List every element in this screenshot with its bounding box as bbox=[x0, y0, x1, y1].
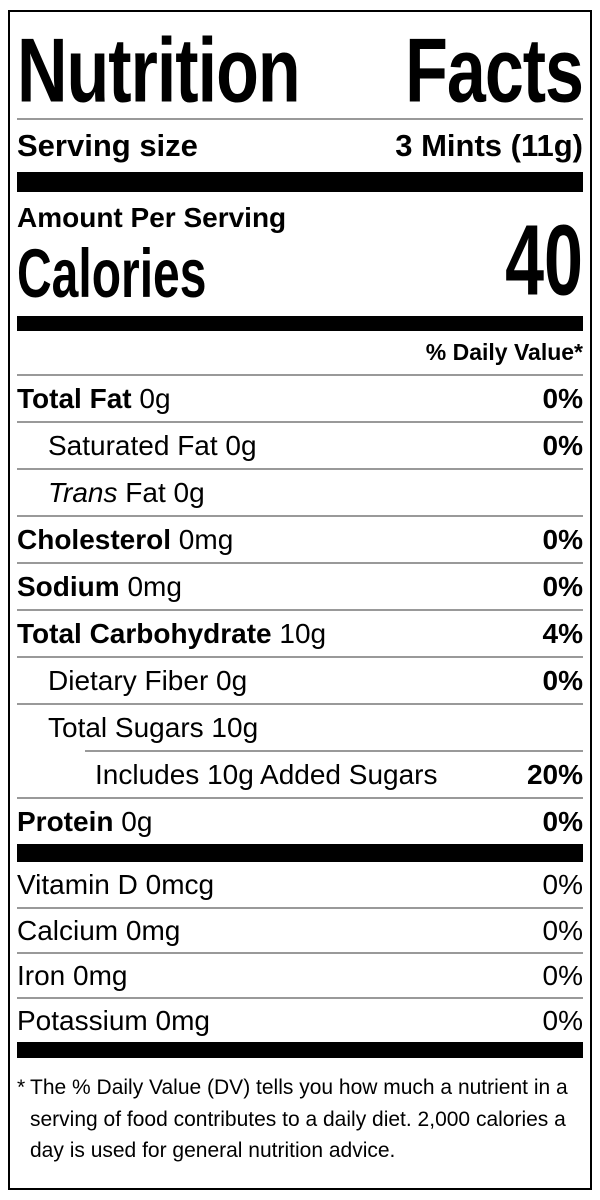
serving-size-value: 3 Mints (11g) bbox=[395, 128, 583, 163]
title-word-facts: Facts bbox=[405, 19, 584, 122]
nutrient-name: Dietary Fiber 0g bbox=[48, 664, 248, 696]
daily-value-header: % Daily Value* bbox=[425, 339, 583, 365]
vitamin-row-calcium: Calcium 0mg 0% bbox=[17, 907, 583, 952]
footnote-line: day is used for general nutrition advice… bbox=[30, 1139, 396, 1162]
vitamin-dv: 0% bbox=[542, 1004, 583, 1036]
thick-bar-footnote-top bbox=[17, 1042, 583, 1058]
nutrient-name: Protein 0g bbox=[17, 805, 153, 837]
calories-value: 40 bbox=[505, 204, 583, 316]
footnote-asterisk: * bbox=[17, 1076, 26, 1099]
serving-size-row: Serving size 3 Mints (11g) bbox=[17, 120, 583, 172]
nutrient-row-cholesterol: Cholesterol 0mg 0% bbox=[17, 515, 583, 562]
calories-section: Amount Per Serving Calories 40 bbox=[17, 192, 583, 316]
nutrient-name: Trans Fat 0g bbox=[48, 476, 205, 508]
nutrient-name: Includes 10g Added Sugars bbox=[95, 758, 438, 790]
nutrient-row-protein: Protein 0g 0% bbox=[17, 797, 583, 844]
vitamin-row-vitamin-d: Vitamin D 0mcg 0% bbox=[17, 862, 583, 907]
vitamin-dv: 0% bbox=[542, 914, 583, 946]
nutrient-row-total-fat: Total Fat 0g 0% bbox=[17, 374, 583, 421]
footnote: * The % Daily Value (DV) tells you how mu… bbox=[17, 1058, 583, 1167]
nutrient-row-trans-fat: Trans Fat 0g bbox=[17, 468, 583, 515]
nutrient-row-total-sugars: Total Sugars 10g bbox=[17, 703, 583, 750]
nutrient-name: Total Carbohydrate 10g bbox=[17, 617, 327, 649]
medium-bar-calories bbox=[17, 316, 583, 331]
nutrient-row-total-carbohydrate: Total Carbohydrate 10g 4% bbox=[17, 609, 583, 656]
vitamin-name: Iron 0mg bbox=[17, 959, 128, 991]
nutrient-dv: 4% bbox=[542, 617, 583, 649]
nutrient-row-saturated-fat: Saturated Fat 0g 0% bbox=[17, 421, 583, 468]
vitamin-name: Potassium 0mg bbox=[17, 1004, 210, 1036]
nutrient-name: Total Fat 0g bbox=[17, 382, 171, 414]
nutrient-name: Total Sugars 10g bbox=[48, 711, 259, 743]
vitamin-dv: 0% bbox=[542, 868, 583, 900]
nutrient-dv: 20% bbox=[526, 758, 583, 790]
title-word-nutrition: Nutrition bbox=[17, 19, 301, 122]
thick-bar-top bbox=[17, 172, 583, 192]
calories-label: Calories bbox=[17, 237, 207, 313]
vitamin-row-potassium: Potassium 0mg 0% bbox=[17, 997, 583, 1042]
nutrient-row-dietary-fiber: Dietary Fiber 0g 0% bbox=[17, 656, 583, 703]
nutrient-dv: 0% bbox=[542, 570, 583, 602]
vitamin-dv: 0% bbox=[542, 959, 583, 991]
vitamin-name: Vitamin D 0mcg bbox=[17, 868, 215, 900]
nutrient-name: Cholesterol 0mg bbox=[17, 523, 234, 555]
nutrition-facts-label: Nutrition Facts Serving size 3 Mints (11… bbox=[8, 10, 592, 1190]
nutrient-dv: 0% bbox=[542, 523, 583, 555]
nutrient-row-added-sugars: Includes 10g Added Sugars 20% bbox=[85, 750, 583, 797]
nutrient-name: Sodium 0mg bbox=[17, 570, 182, 602]
nutrient-dv: 0% bbox=[542, 382, 583, 414]
nutrient-dv: 0% bbox=[542, 664, 583, 696]
thick-bar-vitamins-top bbox=[17, 844, 583, 862]
nutrient-name: Saturated Fat 0g bbox=[48, 429, 257, 461]
nutrient-dv: 0% bbox=[542, 805, 583, 837]
serving-size-label: Serving size bbox=[17, 128, 198, 163]
amount-per-serving-label: Amount Per Serving bbox=[17, 202, 287, 233]
nutrient-row-sodium: Sodium 0mg 0% bbox=[17, 562, 583, 609]
footnote-line: * The % Daily Value (DV) tells you how mu… bbox=[17, 1072, 583, 1104]
vitamin-name: Calcium 0mg bbox=[17, 914, 181, 946]
label-title: Nutrition Facts bbox=[17, 12, 584, 122]
footnote-line: serving of food contributes to a daily d… bbox=[30, 1107, 566, 1131]
vitamin-row-iron: Iron 0mg 0% bbox=[17, 952, 583, 997]
nutrient-dv: 0% bbox=[542, 429, 583, 461]
